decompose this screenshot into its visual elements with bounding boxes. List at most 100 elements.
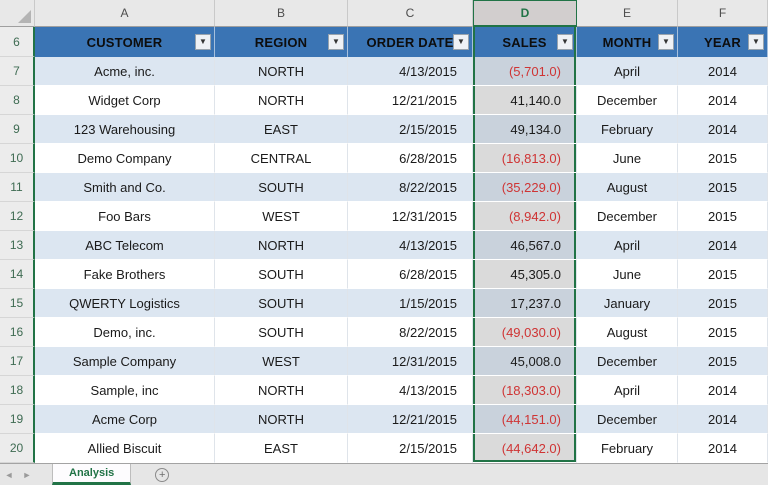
row-header-9[interactable]: 9 xyxy=(0,115,35,144)
cell-C9[interactable]: 2/15/2015 xyxy=(348,115,473,144)
cell-B12[interactable]: WEST xyxy=(215,202,348,231)
cell-D15[interactable]: 17,237.0 xyxy=(473,289,577,318)
cell-B10[interactable]: CENTRAL xyxy=(215,144,348,173)
cell-D9[interactable]: 49,134.0 xyxy=(473,115,577,144)
cell-F18[interactable]: 2014 xyxy=(678,376,768,405)
cell-A13[interactable]: ABC Telecom xyxy=(35,231,215,260)
cell-A17[interactable]: Sample Company xyxy=(35,347,215,376)
cell-B9[interactable]: EAST xyxy=(215,115,348,144)
cell-B7[interactable]: NORTH xyxy=(215,57,348,86)
cell-C17[interactable]: 12/31/2015 xyxy=(348,347,473,376)
cell-A15[interactable]: QWERTY Logistics xyxy=(35,289,215,318)
row-header-12[interactable]: 12 xyxy=(0,202,35,231)
filter-button-customer[interactable]: ▼ xyxy=(195,34,211,50)
row-header-7[interactable]: 7 xyxy=(0,57,35,86)
cell-B13[interactable]: NORTH xyxy=(215,231,348,260)
cell-E19[interactable]: December xyxy=(577,405,678,434)
cell-D18[interactable]: (18,303.0) xyxy=(473,376,577,405)
cell-C18[interactable]: 4/13/2015 xyxy=(348,376,473,405)
cell-A20[interactable]: Allied Biscuit xyxy=(35,434,215,463)
cell-E12[interactable]: December xyxy=(577,202,678,231)
cell-C10[interactable]: 6/28/2015 xyxy=(348,144,473,173)
cell-C16[interactable]: 8/22/2015 xyxy=(348,318,473,347)
filter-button-month[interactable]: ▼ xyxy=(658,34,674,50)
select-all-corner[interactable] xyxy=(0,0,35,27)
cell-E20[interactable]: February xyxy=(577,434,678,463)
cell-C15[interactable]: 1/15/2015 xyxy=(348,289,473,318)
cell-A16[interactable]: Demo, inc. xyxy=(35,318,215,347)
column-header-e[interactable]: E xyxy=(577,0,678,27)
cell-B15[interactable]: SOUTH xyxy=(215,289,348,318)
cell-C12[interactable]: 12/31/2015 xyxy=(348,202,473,231)
cell-E14[interactable]: June xyxy=(577,260,678,289)
cell-C11[interactable]: 8/22/2015 xyxy=(348,173,473,202)
cell-B14[interactable]: SOUTH xyxy=(215,260,348,289)
cell-D8[interactable]: 41,140.0 xyxy=(473,86,577,115)
table-header-customer[interactable]: CUSTOMER ▼ xyxy=(35,27,215,57)
row-header-11[interactable]: 11 xyxy=(0,173,35,202)
table-header-order-date[interactable]: ORDER DATE ▼ xyxy=(348,27,473,57)
cell-F10[interactable]: 2015 xyxy=(678,144,768,173)
cell-F14[interactable]: 2015 xyxy=(678,260,768,289)
row-header-13[interactable]: 13 xyxy=(0,231,35,260)
cell-D10[interactable]: (16,813.0) xyxy=(473,144,577,173)
cell-B16[interactable]: SOUTH xyxy=(215,318,348,347)
row-header-20[interactable]: 20 xyxy=(0,434,35,463)
cell-A18[interactable]: Sample, inc xyxy=(35,376,215,405)
cell-D20[interactable]: (44,642.0) xyxy=(473,434,577,463)
column-header-d[interactable]: D xyxy=(473,0,577,27)
cell-F12[interactable]: 2015 xyxy=(678,202,768,231)
cell-A7[interactable]: Acme, inc. xyxy=(35,57,215,86)
cell-D14[interactable]: 45,305.0 xyxy=(473,260,577,289)
row-header-10[interactable]: 10 xyxy=(0,144,35,173)
row-header-17[interactable]: 17 xyxy=(0,347,35,376)
cell-C19[interactable]: 12/21/2015 xyxy=(348,405,473,434)
cell-C7[interactable]: 4/13/2015 xyxy=(348,57,473,86)
row-header-14[interactable]: 14 xyxy=(0,260,35,289)
column-header-a[interactable]: A xyxy=(35,0,215,27)
cell-D7[interactable]: (5,701.0) xyxy=(473,57,577,86)
cell-F16[interactable]: 2015 xyxy=(678,318,768,347)
table-header-region[interactable]: REGION ▼ xyxy=(215,27,348,57)
column-header-c[interactable]: C xyxy=(348,0,473,27)
cell-F15[interactable]: 2015 xyxy=(678,289,768,318)
cell-E7[interactable]: April xyxy=(577,57,678,86)
cell-F17[interactable]: 2015 xyxy=(678,347,768,376)
cell-A8[interactable]: Widget Corp xyxy=(35,86,215,115)
filter-button-year[interactable]: ▼ xyxy=(748,34,764,50)
cell-B20[interactable]: EAST xyxy=(215,434,348,463)
filter-button-order-date[interactable]: ▼ xyxy=(453,34,469,50)
table-header-sales[interactable]: SALES ▼ xyxy=(473,27,577,57)
cell-A9[interactable]: 123 Warehousing xyxy=(35,115,215,144)
cell-F9[interactable]: 2014 xyxy=(678,115,768,144)
cell-E16[interactable]: August xyxy=(577,318,678,347)
column-header-f[interactable]: F xyxy=(678,0,768,27)
new-sheet-button[interactable]: + xyxy=(155,467,170,482)
cell-E11[interactable]: August xyxy=(577,173,678,202)
cell-D12[interactable]: (8,942.0) xyxy=(473,202,577,231)
cell-B18[interactable]: NORTH xyxy=(215,376,348,405)
cell-A10[interactable]: Demo Company xyxy=(35,144,215,173)
row-header-8[interactable]: 8 xyxy=(0,86,35,115)
cell-C14[interactable]: 6/28/2015 xyxy=(348,260,473,289)
cell-A19[interactable]: Acme Corp xyxy=(35,405,215,434)
cell-A11[interactable]: Smith and Co. xyxy=(35,173,215,202)
row-header-16[interactable]: 16 xyxy=(0,318,35,347)
cell-F20[interactable]: 2014 xyxy=(678,434,768,463)
cell-C13[interactable]: 4/13/2015 xyxy=(348,231,473,260)
cell-E17[interactable]: December xyxy=(577,347,678,376)
cell-F7[interactable]: 2014 xyxy=(678,57,768,86)
cell-C8[interactable]: 12/21/2015 xyxy=(348,86,473,115)
table-header-year[interactable]: YEAR ▼ xyxy=(678,27,768,57)
row-header-18[interactable]: 18 xyxy=(0,376,35,405)
sheet-tab-analysis[interactable]: Analysis xyxy=(52,464,132,485)
cell-B8[interactable]: NORTH xyxy=(215,86,348,115)
sheet-nav-left-icon[interactable]: ◄ xyxy=(4,469,14,480)
row-header-15[interactable]: 15 xyxy=(0,289,35,318)
cell-E10[interactable]: June xyxy=(577,144,678,173)
cell-B19[interactable]: NORTH xyxy=(215,405,348,434)
cell-E18[interactable]: April xyxy=(577,376,678,405)
cell-F19[interactable]: 2014 xyxy=(678,405,768,434)
table-header-month[interactable]: MONTH ▼ xyxy=(577,27,678,57)
column-header-b[interactable]: B xyxy=(215,0,348,27)
